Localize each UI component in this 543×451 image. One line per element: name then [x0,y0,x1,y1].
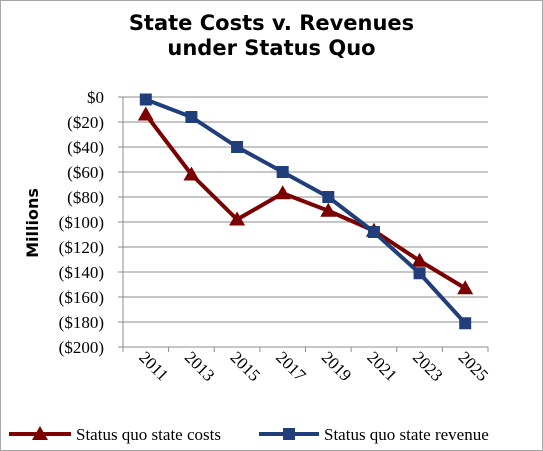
y-tick-label: ($40) [67,138,104,157]
y-tick-label: ($100) [59,213,104,232]
data-point [413,267,426,280]
chart-title: State Costs v. Revenues under Status Quo [1,11,542,61]
y-tick-label: ($180) [59,313,104,332]
data-point [139,93,152,106]
gridlines [123,96,488,348]
data-point [322,191,335,203]
data-point [185,111,198,123]
series [137,93,474,330]
y-tick-label: ($160) [59,288,104,307]
series-1 [139,93,472,330]
x-tick-label: 2021 [363,348,400,385]
legend-label: Status quo state revenue [324,425,489,444]
data-point [183,166,200,181]
y-tick-label: ($140) [59,263,104,282]
x-tick-label: 2015 [227,348,264,385]
data-point [367,226,380,238]
data-point [457,280,474,295]
legend-item: Status quo state revenue [259,425,489,444]
y-tick-label: ($200) [59,338,104,357]
legend: Status quo state costs Status quo state r… [9,425,489,444]
x-tick-label: 2017 [272,348,310,386]
chart-title-line-2: under Status Quo [167,36,376,60]
series-0 [137,106,474,295]
data-point [231,141,244,153]
x-tick-label: 2025 [455,348,492,385]
data-point [411,252,428,267]
x-tick-label: 2019 [318,348,355,385]
axes [118,96,489,352]
x-tick-label: 2011 [135,348,172,385]
series-line [144,113,467,290]
data-point [137,106,154,121]
series-line [145,97,467,325]
y-tick-labels: $0 ($20) ($40) ($60) ($80) ($100) ($120) ($140)… [59,88,104,357]
y-tick-label: ($80) [67,188,104,207]
x-tick-labels: 2011 2013 2015 2017 2019 2021 2023 2025 [135,348,492,386]
y-tick-label: ($120) [59,238,104,257]
y-tick-label: $0 [87,88,104,107]
data-point [274,185,291,200]
x-tick-label: 2013 [181,348,218,385]
data-point [459,317,472,330]
data-point [320,202,337,217]
data-point [229,211,246,226]
y-tick-label: ($60) [67,163,104,182]
legend-label: Status quo state costs [76,425,221,444]
y-tick-label: ($20) [67,113,104,132]
data-point [276,166,289,178]
legend-item: Status quo state costs [9,425,221,444]
chart-title-line-1: State Costs v. Revenues [128,11,415,35]
legend-marker [32,426,48,440]
y-axis-title: Millions [23,188,42,258]
legend-marker [283,428,295,440]
x-tick-label: 2023 [409,348,446,385]
